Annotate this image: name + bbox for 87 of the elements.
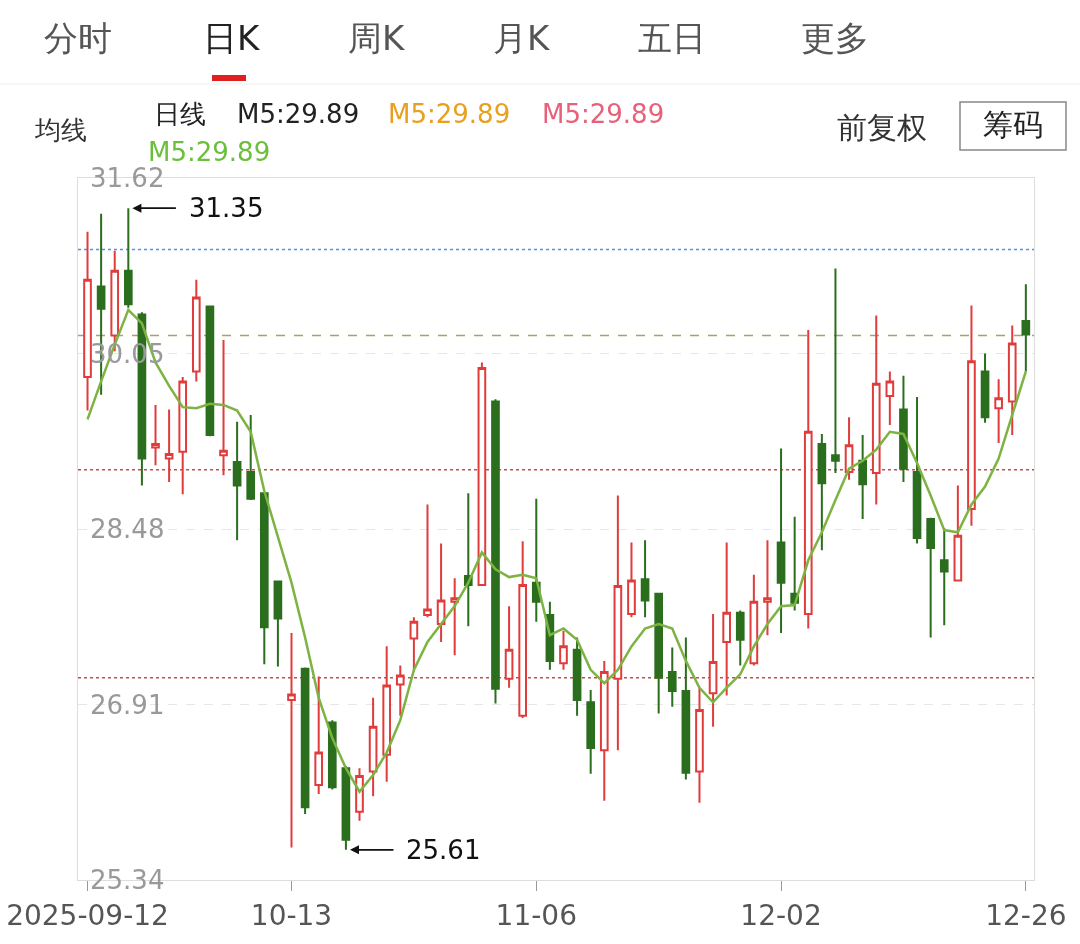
candlestick [382,645,392,783]
candlestick [640,539,650,619]
candlestick [885,370,895,427]
candlestick [395,664,405,717]
x-tick-label: 12-02 [740,898,822,932]
candlestick [232,420,242,542]
candlestick [314,675,324,795]
candlestick [735,609,745,667]
candlestick [300,666,310,816]
candlestick [627,541,636,619]
text: 前复权 [837,110,927,145]
text: 五日 [638,18,706,58]
y-tick-label: 25.34 [90,865,165,895]
y-tick-label: 28.48 [90,514,165,544]
candlestick [463,492,473,628]
candlestick [436,542,446,643]
line-series [86,308,1028,793]
candlestick [273,579,283,668]
candlestick [899,374,908,484]
candlestick [368,696,378,798]
text: M5:29.89 [542,99,665,129]
candlestick [858,434,867,520]
candlestick [572,636,582,717]
candlestick [423,503,432,619]
candlestick [219,339,228,477]
candlestick [844,416,854,481]
x-tick-label: 12-26 [985,898,1067,932]
candlestick [259,492,269,666]
candlestick [491,398,500,705]
candlestick [409,616,419,671]
text: 均线 [34,115,87,145]
candlestick [654,592,663,715]
candlestick [205,304,215,438]
candlestick [477,361,487,586]
candlestick [327,719,337,791]
candlestick [803,329,813,630]
candlestick [967,304,976,527]
candlestick [599,659,609,802]
text: M5:29.89 [237,99,360,129]
candlestick [667,646,677,708]
candlestick [980,352,990,424]
text: 日线 [154,99,206,129]
text: 月K [493,18,551,58]
y-tick-label: 26.91 [90,690,165,720]
candlestick [763,539,772,637]
x-tick-label: 10-13 [250,898,333,932]
candlestick [164,408,174,484]
candlestick [531,497,541,623]
candlestick [504,605,514,689]
x-tick-label: 2025-09-12 [6,898,169,932]
candlestick [912,396,922,545]
text: 更多 [801,18,869,58]
candlestick [613,494,623,752]
candlestick [450,577,460,657]
candlestick [953,484,963,582]
candlestick [994,378,1003,444]
candlestick [695,686,704,804]
candlestick [178,375,188,496]
text: M5:29.89 [388,99,511,129]
text: 分时 [44,18,112,58]
candlestick [831,267,840,475]
annotation: 31.35 [189,193,264,223]
candlestick [722,541,731,697]
candlestick [287,631,296,849]
candlestick [871,314,881,506]
candlestick [518,540,528,719]
candlestick [246,413,256,501]
candlestick [776,447,786,634]
candlestick [681,636,691,781]
annotation: 25.61 [406,835,481,865]
text: 周K [348,18,406,58]
candlestick [1021,283,1031,373]
x-tick-label: 11-06 [495,898,577,932]
candlestick [1007,324,1017,437]
candlestick [123,207,133,309]
candlestick [926,516,935,639]
candlestick [151,403,160,467]
candlestick [341,764,351,851]
candlestick [817,432,827,552]
candlestick [790,515,799,612]
candlestick [83,230,92,412]
candlestick [586,688,596,775]
text: 日K [203,18,261,58]
candlestick [559,629,568,671]
candlestick [708,612,718,728]
text: 筹码 [983,107,1043,142]
candlestick [191,278,201,383]
